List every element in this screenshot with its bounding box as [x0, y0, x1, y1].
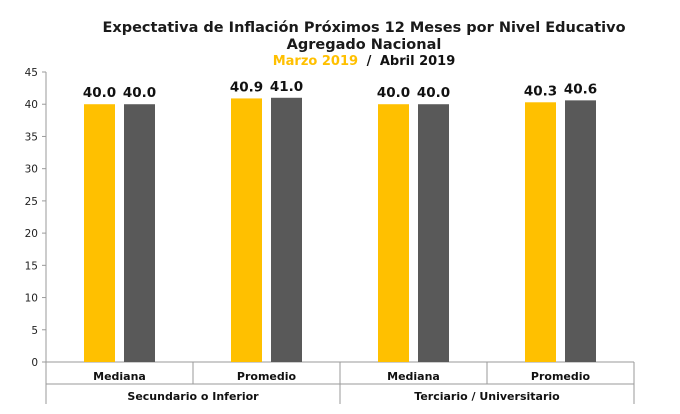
category-label: Promedio	[237, 370, 297, 383]
bar-marzo	[525, 102, 556, 363]
y-tick-label: 10	[25, 293, 38, 305]
data-label: 41.0	[270, 79, 303, 95]
bar-marzo	[84, 104, 115, 362]
y-tick-label: 5	[31, 325, 38, 337]
data-label: 40.0	[83, 85, 116, 101]
bar-marzo	[378, 104, 409, 362]
data-label: 40.9	[230, 79, 263, 95]
y-tick-label: 35	[25, 131, 38, 143]
category-label: Mediana	[93, 370, 146, 383]
data-label: 40.6	[564, 81, 597, 97]
legend-current-period: Marzo 2019	[273, 54, 358, 69]
bar-marzo	[231, 98, 262, 362]
y-tick-label: 45	[25, 67, 38, 79]
y-tick-label: 20	[25, 228, 38, 240]
legend-separator: /	[367, 54, 372, 69]
bar-abril	[565, 100, 596, 362]
bar-abril	[418, 104, 449, 362]
category-label: Mediana	[387, 370, 440, 383]
period-legend: Marzo 2019 / Abril 2019	[273, 54, 456, 69]
y-tick-label: 15	[25, 260, 38, 272]
data-label: 40.3	[524, 83, 557, 99]
y-tick-label: 25	[25, 196, 38, 208]
group-label: Terciario / Universitario	[414, 390, 560, 403]
axes: 0 5 10 15 20 25 30 35 40 45 Mediana Promedio Mediana…	[25, 67, 635, 404]
y-tick-label: 40	[25, 99, 38, 111]
bar-abril	[271, 97, 302, 363]
chart-title: Expectativa de Inflación Próximos 12 Mes…	[102, 20, 625, 36]
data-label: 40.0	[417, 85, 450, 101]
data-label: 40.0	[377, 85, 410, 101]
y-tick-label: 0	[31, 357, 38, 369]
chart-subtitle: Agregado Nacional	[287, 37, 442, 53]
data-labels: 40.0 40.0 40.9 41.0 40.0 40.0 40.3 40.6	[83, 79, 597, 101]
bar-abril	[124, 104, 155, 362]
y-tick-label: 30	[25, 164, 38, 176]
group-label: Secundario o Inferior	[127, 390, 259, 403]
legend-previous-period: Abril 2019	[380, 54, 455, 69]
category-label: Promedio	[531, 370, 591, 383]
data-label: 40.0	[123, 85, 156, 101]
bars	[84, 97, 596, 363]
